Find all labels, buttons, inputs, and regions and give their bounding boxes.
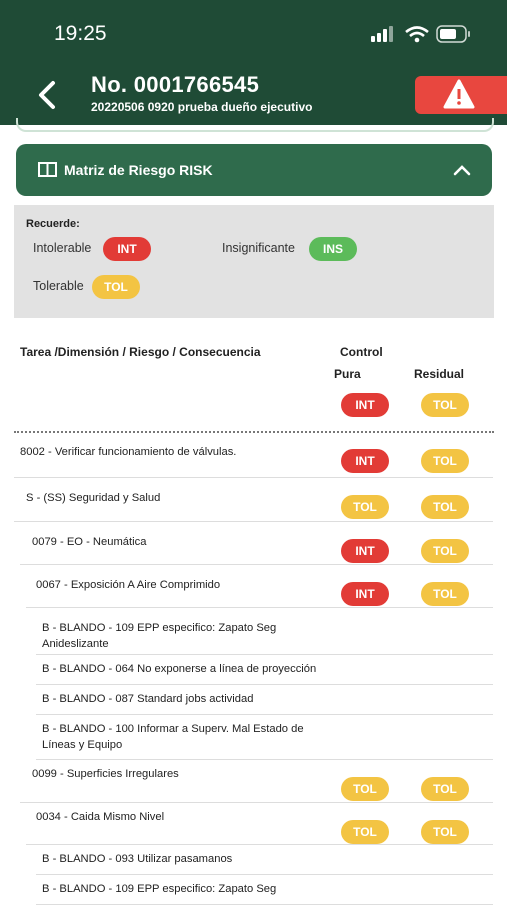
legend-heading: Recuerde: (26, 218, 80, 230)
card-edge (16, 118, 494, 132)
header-divider (14, 431, 494, 433)
badge: TOL (92, 275, 140, 299)
app-header: 19:25 No. 0001766545 20220506 0920 prueb… (0, 0, 507, 125)
collapse-icon[interactable] (452, 162, 472, 178)
legend-box: Recuerde: Intolerable INT Insignificante IN… (14, 205, 494, 318)
badge: INT (341, 582, 389, 606)
badge: TOL (341, 820, 389, 844)
row-text: B - BLANDO - 087 Standard jobs actividad (42, 693, 254, 705)
warning-button[interactable] (415, 76, 507, 114)
row-text: B - BLANDO - 109 EPP especifico: Zapato … (42, 622, 277, 650)
status-icons (371, 25, 470, 43)
row-divider (26, 607, 493, 608)
column-pura: Pura (334, 367, 361, 381)
column-residual: Residual (414, 367, 465, 381)
legend-label: Tolerable (33, 279, 84, 293)
row-divider (36, 654, 493, 655)
row-text: B - BLANDO - 064 No exponerse a línea de… (42, 663, 317, 675)
badge: TOL (421, 393, 469, 417)
row-divider (36, 759, 493, 760)
section-header[interactable]: Matriz de Riesgo RISK (16, 144, 492, 196)
table-row: B - BLANDO - 087 Standard jobs actividad (0, 685, 507, 715)
row-text: S - (SS) Seguridad y Salud (26, 492, 161, 504)
row-text: B - BLANDO - 093 Utilizar pasamanos (42, 853, 233, 865)
table-row: 0067 - Exposición A Aire Comprimido INT TO… (0, 565, 507, 608)
row-text: 0067 - Exposición A Aire Comprimido (36, 579, 221, 591)
row-text: B - BLANDO - 109 EPP especifico: Zapato … (42, 883, 277, 895)
table-row: B - BLANDO - 109 EPP especifico: Zapato … (0, 608, 507, 655)
warning-icon (443, 79, 475, 109)
row-divider (36, 714, 493, 715)
badge: INT (103, 237, 151, 261)
table-row: B - BLANDO - 109 EPP especifico: Zapato … (0, 875, 507, 905)
table-row: B - BLANDO - 100 Informar a Superv. Mal … (0, 715, 507, 760)
row-divider (14, 477, 493, 478)
badge: INT (341, 449, 389, 473)
table-row: 0034 - Caida Mismo Nivel TOL TOL (0, 803, 507, 845)
badge: INT (341, 539, 389, 563)
row-divider (14, 521, 493, 522)
badge: TOL (421, 820, 469, 844)
back-button[interactable] (36, 80, 58, 110)
book-icon (38, 162, 57, 177)
table-row: 0079 - EO - Neumática INT TOL (0, 522, 507, 565)
row-divider (36, 684, 493, 685)
badge: TOL (341, 777, 389, 801)
legend-label: Intolerable (33, 241, 92, 255)
header-title: No. 0001766545 (91, 72, 260, 97)
row-divider (26, 844, 493, 845)
header-subtitle: 20220506 0920 prueba dueño ejecutivo (91, 100, 313, 114)
row-text: B - BLANDO - 100 Informar a Superv. Mal … (42, 723, 304, 751)
row-divider (20, 564, 493, 565)
row-text: 8002 - Verificar funcionamiento de válvu… (20, 446, 237, 458)
legend-label: Insignificante (222, 241, 295, 255)
badge: TOL (341, 495, 389, 519)
badge: TOL (421, 777, 469, 801)
row-divider (36, 874, 493, 875)
table-row: B - BLANDO - 064 No exponerse a línea de… (0, 655, 507, 685)
row-text: 0034 - Caida Mismo Nivel (36, 811, 165, 823)
row-text: 0079 - EO - Neumática (32, 536, 147, 548)
table-row: 8002 - Verificar funcionamiento de válvu… (0, 432, 507, 478)
column-task: Tarea /Dimensión / Riesgo / Consecuencia (20, 345, 261, 359)
badge: TOL (421, 449, 469, 473)
status-time: 19:25 (54, 22, 107, 45)
row-divider (20, 802, 493, 803)
badge: INS (309, 237, 357, 261)
badge: TOL (421, 539, 469, 563)
column-control: Control (340, 345, 383, 359)
table-row: B - BLANDO - 093 Utilizar pasamanos (0, 845, 507, 875)
table-row: S - (SS) Seguridad y Salud TOL TOL (0, 478, 507, 522)
badge: TOL (421, 582, 469, 606)
section-title: Matriz de Riesgo RISK (64, 162, 213, 178)
badge: INT (341, 393, 389, 417)
badge: TOL (421, 495, 469, 519)
table-row: 0099 - Superficies Irregulares TOL TOL (0, 760, 507, 803)
row-text: 0099 - Superficies Irregulares (32, 768, 179, 780)
